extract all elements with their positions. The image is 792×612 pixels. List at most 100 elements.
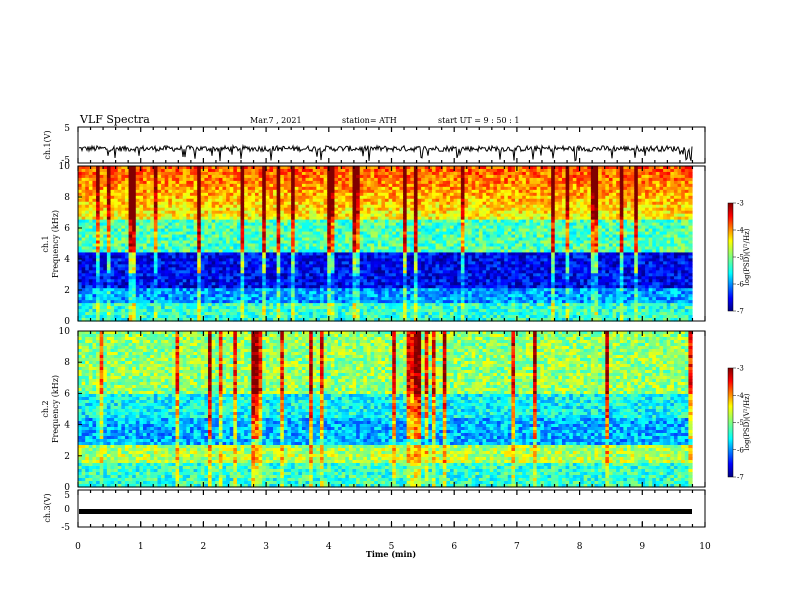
spec1-cell [659, 174, 664, 179]
spec1-cell [254, 198, 260, 203]
spec1-cell [301, 195, 307, 200]
spec1-cell [124, 189, 130, 194]
spec1-cell [500, 201, 505, 206]
spec1-cell [247, 177, 252, 182]
spec1-cell [319, 168, 325, 173]
spec1-cell [464, 180, 469, 185]
spec1-cell [569, 189, 574, 194]
spec1-cell [345, 195, 350, 200]
spec1-cell [471, 177, 476, 182]
spec1-cell [283, 174, 289, 179]
spec1-cell [652, 186, 657, 191]
spec1-cell [312, 183, 317, 188]
spec1-cell [92, 183, 97, 188]
spec1-cell [175, 192, 180, 197]
spec1-cell [283, 183, 289, 188]
spec1-cell [143, 174, 148, 179]
spec1-cell [388, 174, 393, 179]
spec1-cell [424, 198, 429, 203]
spec1-cell [439, 195, 444, 200]
spec1-cell [273, 201, 278, 206]
spec1-cell [529, 198, 534, 203]
spec1-cell [587, 201, 592, 206]
spec1-cell [453, 168, 458, 173]
spec1-cell [110, 189, 115, 194]
spec1-cell [96, 192, 101, 197]
spec1-cell [312, 195, 317, 200]
spec1-cell [601, 174, 606, 179]
spec1-cell [529, 174, 534, 179]
spec1-cell [417, 171, 422, 176]
spec1-cell [161, 183, 166, 188]
spec1-cell [305, 186, 310, 191]
spec1-cell [276, 168, 281, 173]
spec1-cell [215, 192, 220, 197]
spec1-cell [608, 189, 614, 194]
spec1-cell [655, 174, 661, 179]
spec1-cell [106, 186, 112, 191]
spec1-cell [431, 198, 437, 203]
spec1-cell [92, 198, 97, 203]
spec1-cell [525, 171, 531, 176]
spec1-cell [612, 189, 617, 194]
spec1-cell [222, 198, 227, 203]
spec1-cell [421, 201, 426, 206]
spec1-cell [258, 189, 263, 194]
spec1-cell [287, 195, 292, 200]
spec1-cell [366, 168, 372, 173]
spec1-cell [540, 192, 545, 197]
spec1-cell [486, 171, 491, 176]
spec1-cell [648, 180, 653, 185]
spec1-cell [269, 192, 274, 197]
spec1-cell [265, 186, 271, 191]
spec1-cell [681, 198, 686, 203]
spec1-cell [507, 171, 513, 176]
spec1-cell [410, 174, 415, 179]
spec1-cell [475, 198, 480, 203]
spec1-cell [236, 177, 242, 182]
spec1-cell [168, 180, 173, 185]
spec1-cell [645, 166, 650, 170]
spec1-cell [204, 198, 209, 203]
spec1-cell [543, 201, 549, 206]
spec1-cell [525, 198, 531, 203]
spec1-cell [655, 186, 661, 191]
spec1-cell [283, 171, 289, 176]
spec1-cell [262, 198, 267, 203]
spec1-cell [421, 186, 426, 191]
spec1-cell [298, 201, 303, 206]
spec1-cell [254, 168, 260, 173]
spec1-cell [663, 183, 668, 188]
spec1-cell [132, 168, 137, 173]
spec1-cell [273, 189, 278, 194]
spec1-cell [85, 198, 90, 203]
spec1-cell [103, 198, 108, 203]
spec1-cell [345, 166, 350, 170]
spec1-cell [525, 186, 531, 191]
spec1-cell [536, 186, 541, 191]
spec1-cell [587, 168, 592, 173]
spec1-cell [543, 166, 549, 170]
spec1-cell [323, 192, 328, 197]
spec1-cell [475, 186, 480, 191]
spec1-cell [623, 174, 628, 179]
spec1-cell [684, 166, 689, 170]
spec1-cell [652, 177, 657, 182]
spec1-cell [601, 198, 606, 203]
spec1-cell [468, 201, 473, 206]
spec1-cell [236, 166, 242, 170]
spec1-cell [287, 183, 292, 188]
spec1-cell [450, 174, 455, 179]
spec1-cell [439, 168, 444, 173]
spec1-cell [117, 180, 122, 185]
spec1-cell [168, 183, 173, 188]
spec1-cell [583, 180, 588, 185]
spec1-cell [179, 183, 184, 188]
spec1-cell [417, 189, 422, 194]
spec1-cell [392, 174, 397, 179]
spec1-cell [572, 174, 578, 179]
spec1-cell [648, 177, 653, 182]
spec1-cell [319, 201, 325, 206]
spec1-cell [431, 166, 437, 170]
spec1-cell [395, 192, 401, 197]
